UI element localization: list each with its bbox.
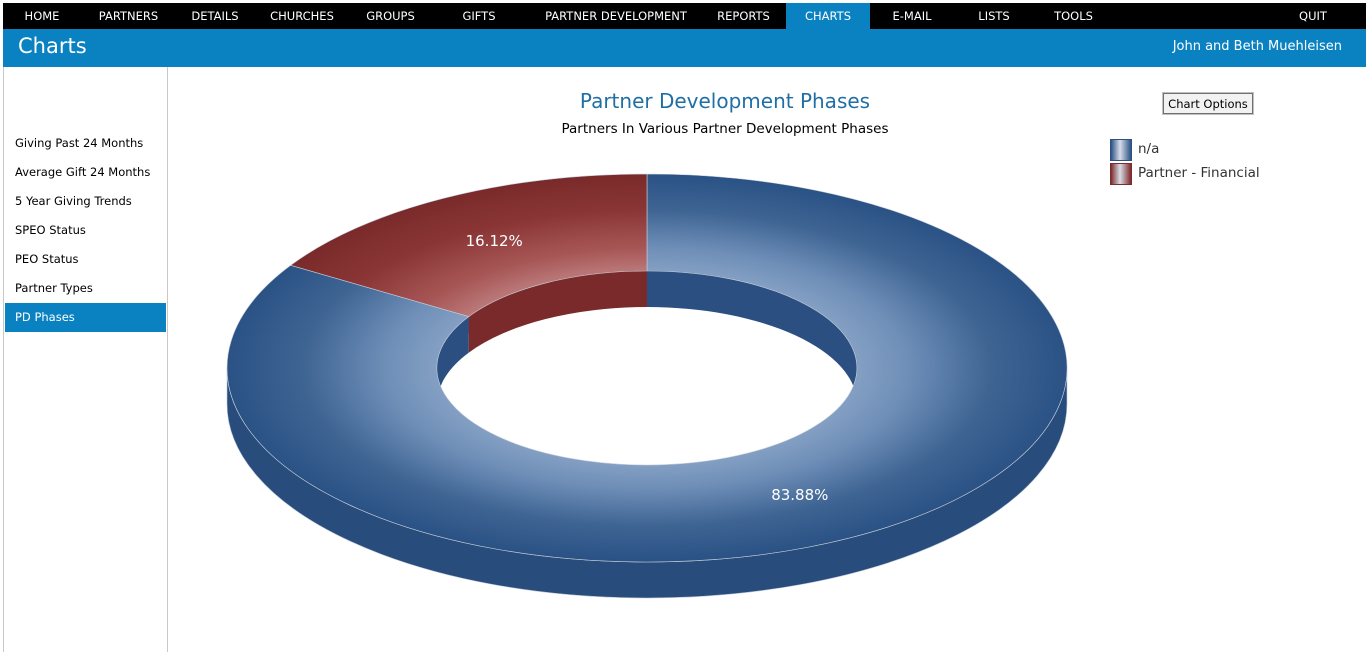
legend-swatch	[1110, 139, 1132, 161]
nav-item-groups[interactable]: GROUPS	[366, 9, 415, 23]
nav-item-reports[interactable]: REPORTS	[717, 9, 770, 23]
donut-slice-n-a[interactable]	[226, 173, 1068, 563]
nav-item-partner-development[interactable]: PARTNER DEVELOPMENT	[545, 9, 687, 23]
chart-options-button[interactable]: Chart Options	[1162, 92, 1254, 115]
user-name: John and Beth Muehleisen	[1172, 39, 1342, 54]
donut-inner-wall	[436, 316, 469, 404]
donut-hole	[441, 287, 853, 473]
nav-item-gifts[interactable]: GIFTS	[462, 9, 496, 23]
legend-label: n/a	[1138, 141, 1160, 157]
sidebar-item-pd-phases[interactable]: PD Phases	[5, 303, 166, 332]
sidebar: Giving Past 24 Months Average Gift 24 Mon…	[3, 67, 168, 652]
sidebar-item-5-year-giving-trends[interactable]: 5 Year Giving Trends	[15, 194, 132, 208]
nav-item-charts[interactable]: CHARTS	[786, 3, 870, 29]
nav-item-churches[interactable]: CHURCHES	[270, 9, 334, 23]
donut-slice-partner-financial[interactable]	[290, 173, 648, 317]
chart-title: Partner Development Phases	[579, 89, 871, 113]
donut-inner-wall	[468, 270, 647, 353]
slice-percent-label: 83.88%	[771, 486, 828, 504]
sidebar-item-average-gift-24-months[interactable]: Average Gift 24 Months	[15, 165, 151, 179]
nav-item-tools[interactable]: TOOLS	[1054, 9, 1093, 23]
nav-item-details[interactable]: DETAILS	[191, 9, 239, 23]
top-nav-bar: HOME PARTNERS DETAILS CHURCHES GROUPS GIFTS PA…	[3, 3, 1366, 29]
sidebar-item-partner-types[interactable]: Partner Types	[15, 281, 93, 295]
nav-item-quit[interactable]: QUIT	[1299, 9, 1327, 23]
chart-subtitle: Partners In Various Partner Development …	[561, 121, 889, 137]
sidebar-item-peo-status[interactable]: PEO Status	[15, 252, 79, 266]
page-title: Charts	[18, 34, 87, 58]
sidebar-item-speo-status[interactable]: SPEO Status	[15, 223, 86, 237]
nav-item-home[interactable]: HOME	[24, 9, 60, 23]
sidebar-item-giving-past-24-months[interactable]: Giving Past 24 Months	[15, 136, 144, 150]
legend-swatch	[1110, 163, 1132, 185]
donut-inner-wall	[647, 271, 857, 404]
nav-item-e-mail[interactable]: E-MAIL	[892, 9, 932, 23]
nav-item-partners[interactable]: PARTNERS	[98, 9, 159, 23]
legend-label: Partner - Financial	[1138, 165, 1260, 181]
slice-percent-label: 16.12%	[466, 232, 523, 250]
nav-item-lists[interactable]: LISTS	[978, 9, 1010, 23]
page-header: Charts John and Beth Muehleisen	[3, 29, 1366, 67]
